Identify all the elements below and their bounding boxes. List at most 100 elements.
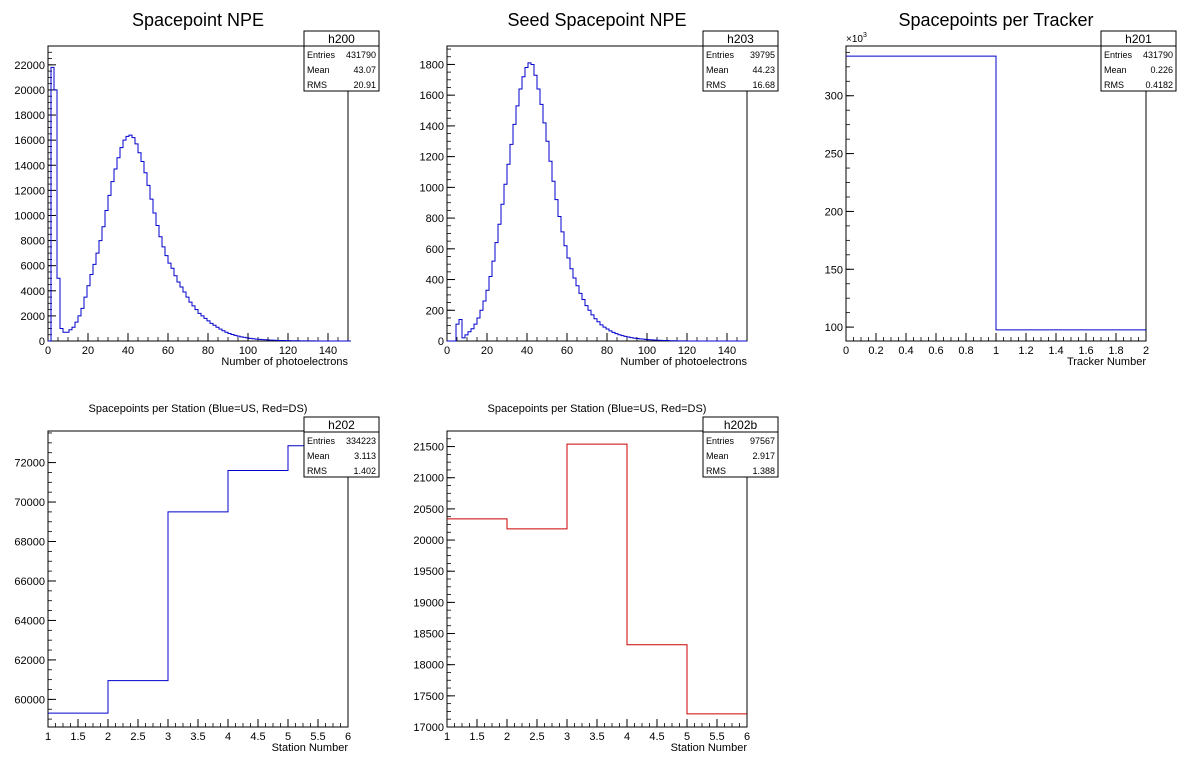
stats-mean-label: Mean xyxy=(1104,65,1127,75)
x-tick-label: 120 xyxy=(678,345,696,357)
y-tick-label: 300 xyxy=(825,91,843,103)
stats-box-frame xyxy=(1100,30,1177,92)
stats-rms-value: 16.68 xyxy=(752,80,775,90)
stats-box-frame xyxy=(702,416,779,478)
y-tick-label: 10000 xyxy=(14,210,45,222)
y-exponent-label: ×10 xyxy=(846,34,863,45)
x-tick-label: 20 xyxy=(82,345,94,357)
stats-mean-label: Mean xyxy=(706,451,729,461)
x-tick-label: 3 xyxy=(165,731,171,743)
stats-rms-label: RMS xyxy=(706,80,726,90)
x-tick-label: 1 xyxy=(993,345,999,357)
stats-box: h200 Entries 431790 Mean 43.07 RMS 20.91 xyxy=(303,30,380,92)
stats-rms-value: 1.402 xyxy=(353,466,376,476)
stats-entries-label: Entries xyxy=(1104,50,1133,60)
y-tick-label: 17500 xyxy=(413,691,444,703)
y-tick-label: 62000 xyxy=(14,655,45,667)
x-tick-label: 0.6 xyxy=(928,345,943,357)
chart-p200: Spacepoint NPE 0 20 40 60 80 100 120 140 0 2000 400… xyxy=(14,10,380,368)
x-tick-label: 1.8 xyxy=(1108,345,1123,357)
x-tick-label: 80 xyxy=(202,345,214,357)
x-tick-label: 5 xyxy=(684,731,690,743)
y-tick-label: 6000 xyxy=(21,261,45,273)
x-tick-label: 5.5 xyxy=(310,731,325,743)
y-tick-label: 21500 xyxy=(413,442,444,454)
y-tick-label: 8000 xyxy=(21,236,45,248)
stats-entries-value: 97567 xyxy=(750,436,775,446)
stats-name: h202b xyxy=(724,418,758,432)
x-tick-label: 100 xyxy=(239,345,257,357)
y-exponent-sup: 3 xyxy=(863,32,867,39)
stats-mean-value: 44.23 xyxy=(752,65,775,75)
stats-rms-value: 1.388 xyxy=(752,466,775,476)
x-tick-label: 2 xyxy=(504,731,510,743)
x-tick-label: 2 xyxy=(1143,345,1149,357)
stats-name: h200 xyxy=(328,32,355,46)
y-tick-label: 1400 xyxy=(420,121,444,133)
stats-box: h201 Entries 431790 Mean 0.226 RMS 0.4182 xyxy=(1100,30,1177,92)
x-tick-label: 20 xyxy=(481,345,493,357)
y-tick-label: 12000 xyxy=(14,185,45,197)
stats-entries-value: 431790 xyxy=(346,50,376,60)
x-tick-label: 4.5 xyxy=(250,731,265,743)
y-tick-label: 16000 xyxy=(14,135,45,147)
y-tick-label: 20000 xyxy=(14,85,45,97)
stats-box-frame xyxy=(702,30,779,92)
x-axis-label: Station Number xyxy=(272,742,349,754)
plot-frame xyxy=(446,430,748,728)
plot-frame xyxy=(446,45,748,342)
y-tick-label: 1800 xyxy=(420,59,444,71)
x-tick-label: 60 xyxy=(162,345,174,357)
x-tick-label: 40 xyxy=(122,345,134,357)
y-tick-label: 250 xyxy=(825,149,843,161)
stats-box: h202 Entries 334223 Mean 3.113 RMS 1.402 xyxy=(303,416,380,478)
plot-frame xyxy=(47,45,349,342)
x-tick-label: 1 xyxy=(45,731,51,743)
histogram-line xyxy=(48,445,348,714)
stats-entries-value: 431790 xyxy=(1143,50,1173,60)
chart-title: Spacepoints per Station (Blue=US, Red=DS… xyxy=(488,403,707,415)
stats-box: h202b Entries 97567 Mean 2.917 RMS 1.388 xyxy=(702,416,779,478)
y-tick-label: 14000 xyxy=(14,160,45,172)
histogram-line xyxy=(447,62,747,342)
x-tick-label: 1.5 xyxy=(70,731,85,743)
x-tick-label: 1.5 xyxy=(469,731,484,743)
x-tick-label: 0.8 xyxy=(958,345,973,357)
x-tick-label: 1 xyxy=(444,731,450,743)
stats-name: h201 xyxy=(1125,32,1152,46)
y-tick-label: 4000 xyxy=(21,286,45,298)
stats-entries-label: Entries xyxy=(307,436,336,446)
x-axis-label: Number of photoelectrons xyxy=(221,356,348,368)
x-tick-label: 3 xyxy=(564,731,570,743)
stats-mean-value: 43.07 xyxy=(353,65,376,75)
y-tick-label: 400 xyxy=(426,275,444,287)
stats-box-frame xyxy=(303,416,380,478)
y-tick-label: 21000 xyxy=(413,473,444,485)
stats-entries-value: 39795 xyxy=(750,50,775,60)
x-axis-label: Station Number xyxy=(671,742,748,754)
stats-mean-value: 2.917 xyxy=(752,451,775,461)
x-tick-label: 0 xyxy=(843,345,849,357)
x-tick-label: 2 xyxy=(105,731,111,743)
histogram-line xyxy=(846,55,1146,331)
stats-entries-value: 334223 xyxy=(346,436,376,446)
chart-title: Spacepoints per Tracker xyxy=(898,10,1093,30)
chart-title: Spacepoint NPE xyxy=(132,10,264,30)
histogram-line xyxy=(447,443,747,715)
stats-rms-label: RMS xyxy=(1104,80,1124,90)
y-tick-label: 1600 xyxy=(420,90,444,102)
x-tick-label: 1.6 xyxy=(1078,345,1093,357)
x-tick-label: 2.5 xyxy=(529,731,544,743)
y-tick-label: 1000 xyxy=(420,182,444,194)
stats-name: h202 xyxy=(328,418,355,432)
x-tick-label: 4.5 xyxy=(649,731,664,743)
stats-rms-label: RMS xyxy=(307,80,327,90)
chart-title: Seed Spacepoint NPE xyxy=(507,10,686,30)
chart-title: Spacepoints per Station (Blue=US, Red=DS… xyxy=(89,403,308,415)
y-tick-label: 0 xyxy=(39,336,45,348)
x-tick-label: 6 xyxy=(744,731,750,743)
x-tick-label: 0 xyxy=(444,345,450,357)
x-tick-label: 0 xyxy=(45,345,51,357)
